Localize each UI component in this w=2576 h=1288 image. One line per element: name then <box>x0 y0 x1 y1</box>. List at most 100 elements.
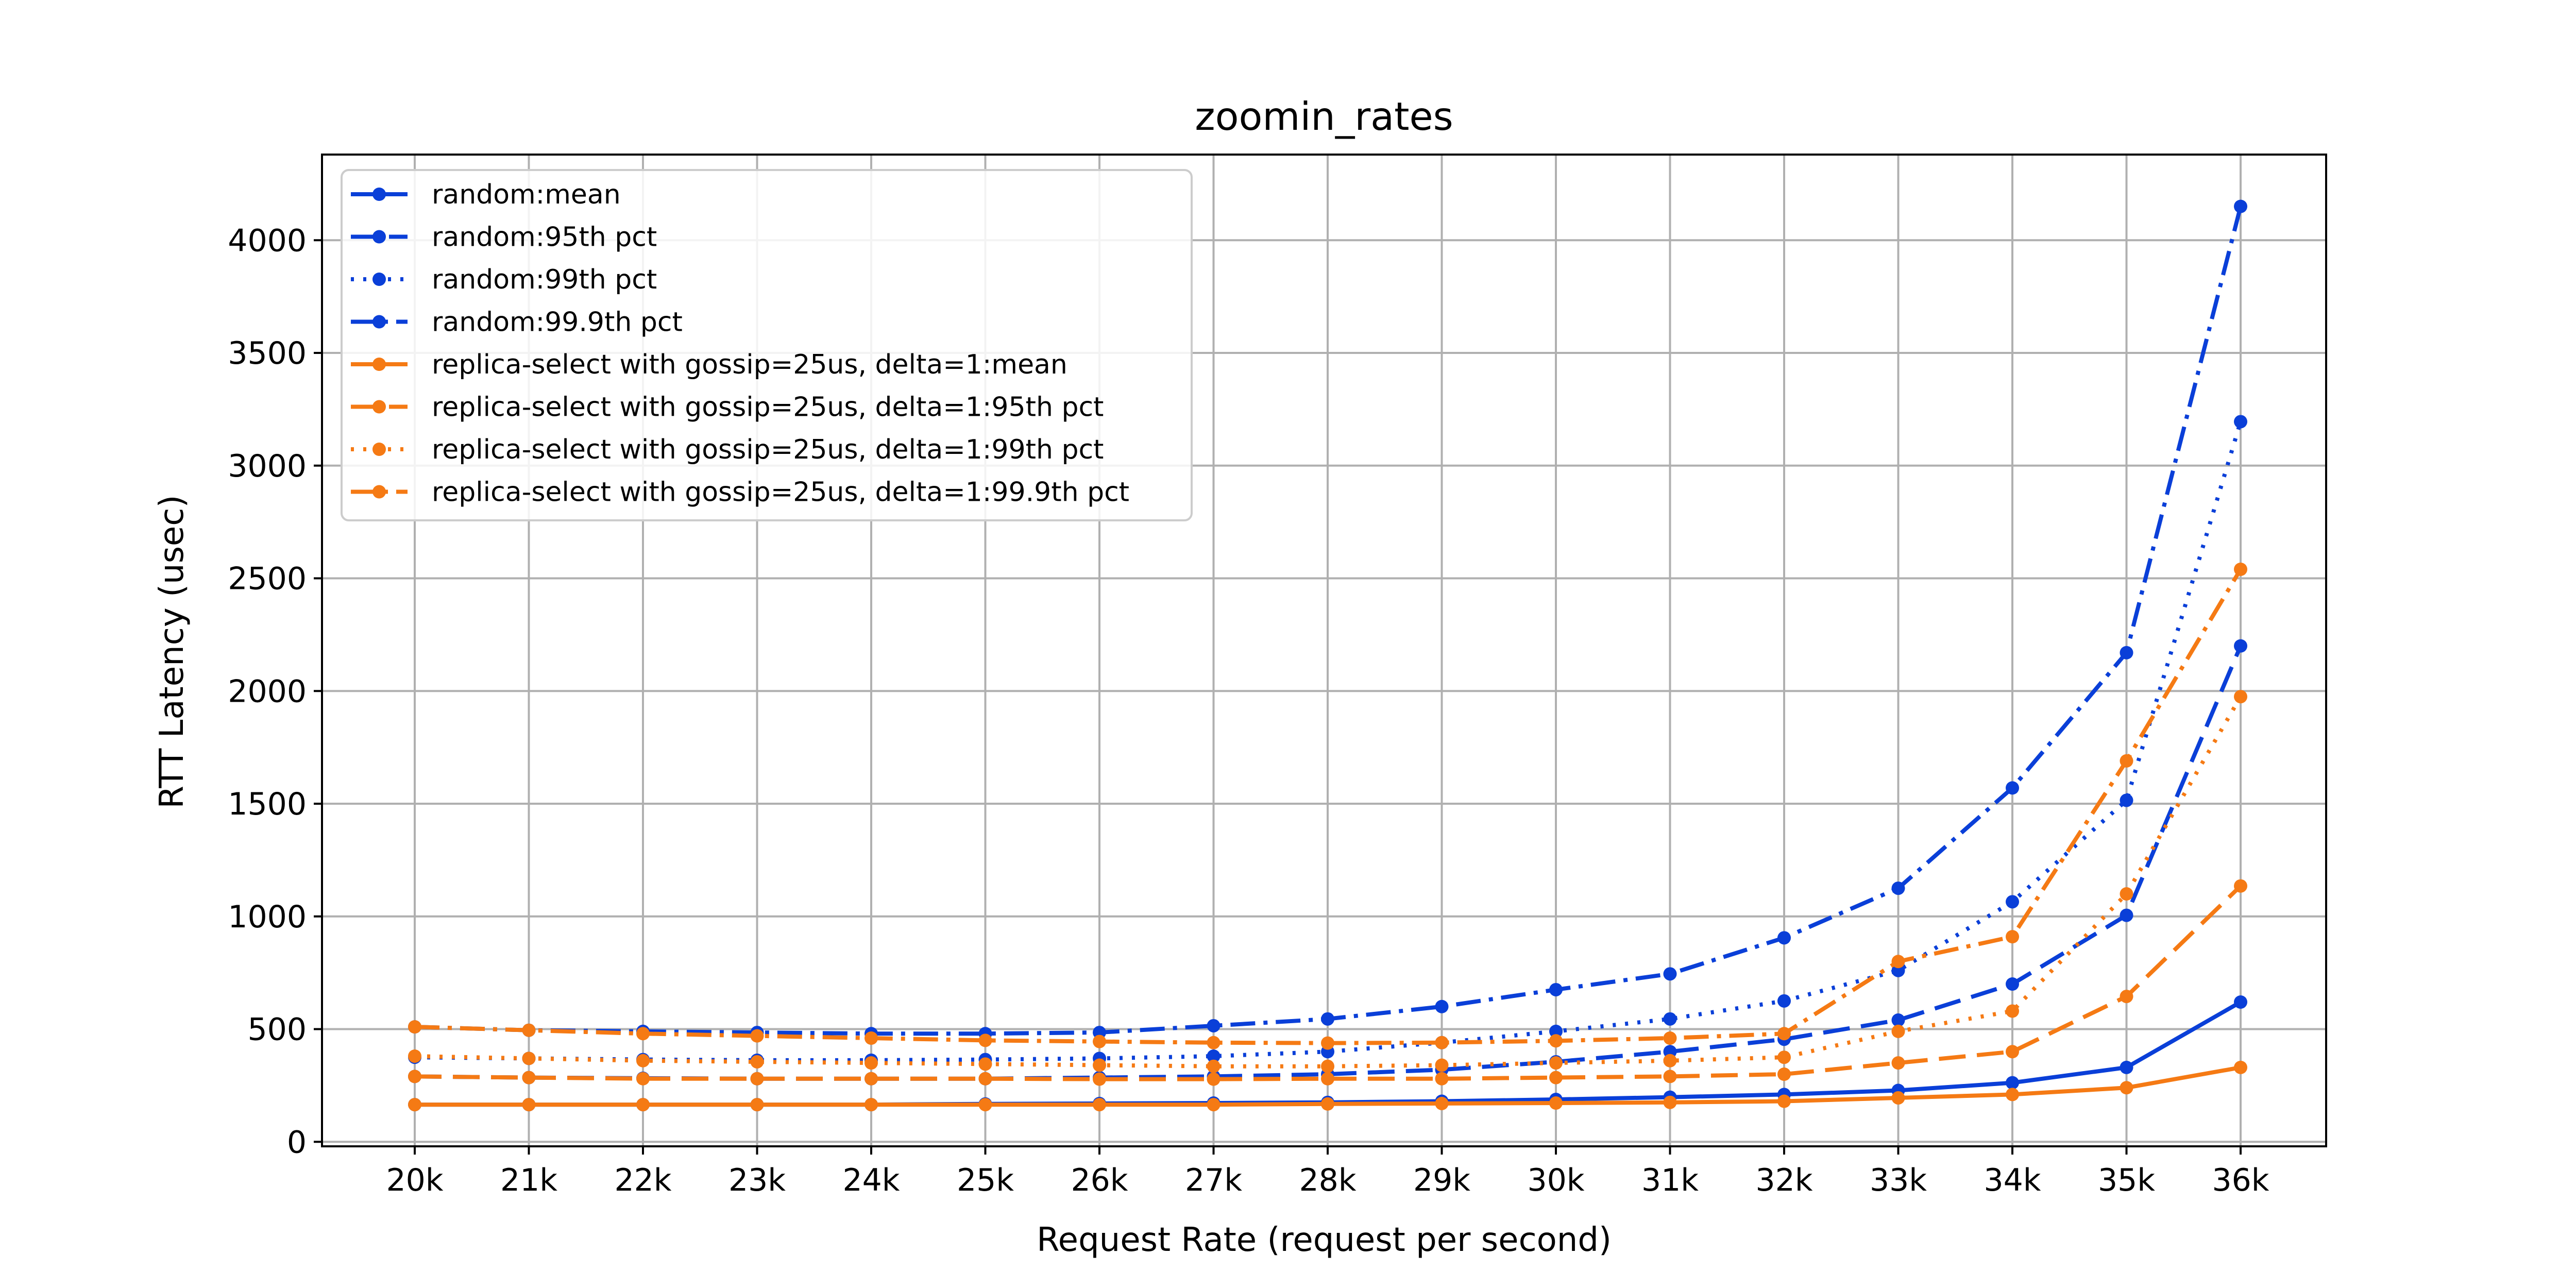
data-point <box>750 1029 764 1043</box>
data-point <box>2006 1076 2019 1090</box>
data-point <box>2006 1004 2019 1018</box>
data-point <box>2120 908 2133 922</box>
data-point <box>1891 955 1905 969</box>
data-point <box>2006 1088 2019 1101</box>
x-axis: 20k 21k 22k 23k 24k 25k 26k 27k 28k 29k 30k 31k 32k 3… <box>386 1146 2269 1198</box>
x-tick-label: 25k <box>957 1162 1014 1198</box>
y-tick-label: 2000 <box>228 673 307 709</box>
data-point <box>1435 1072 1449 1086</box>
data-point <box>636 1054 650 1067</box>
legend-item: replica-select with gossip=25us, delta=1… <box>351 349 1067 380</box>
y-tick-label: 3500 <box>228 335 307 371</box>
data-point <box>1321 1059 1334 1073</box>
x-tick-label: 35k <box>2098 1162 2155 1198</box>
legend-label: random:mean <box>432 179 621 210</box>
data-point <box>522 1023 536 1037</box>
data-point <box>1549 982 1563 996</box>
legend-marker <box>372 230 386 244</box>
data-point <box>1321 1097 1334 1111</box>
x-tick-label: 26k <box>1071 1162 1128 1198</box>
data-point <box>865 1098 878 1112</box>
data-point <box>2006 1045 2019 1059</box>
data-point <box>1207 1072 1221 1086</box>
x-tick-label: 21k <box>500 1162 557 1198</box>
data-point <box>2234 563 2247 576</box>
data-point <box>1093 1058 1106 1072</box>
legend-item: random:99.9th pct <box>351 307 683 338</box>
data-point <box>2120 1081 2133 1095</box>
legend: random:mean random:95th pct random:99th pc… <box>341 169 1193 521</box>
data-point <box>1663 1070 1677 1083</box>
x-tick-label: 27k <box>1185 1162 1242 1198</box>
data-point <box>1549 1024 1563 1038</box>
legend-item: random:mean <box>351 179 621 210</box>
legend-marker <box>372 443 386 456</box>
data-point <box>2006 895 2019 909</box>
data-point <box>2120 646 2133 659</box>
data-point <box>1663 1095 1677 1109</box>
x-tick-label: 23k <box>728 1162 786 1198</box>
legend-marker <box>372 485 386 499</box>
data-point <box>2006 781 2019 795</box>
data-point <box>636 1072 650 1086</box>
data-point <box>1093 1072 1106 1086</box>
legend-marker <box>372 273 386 286</box>
data-point <box>1435 1058 1449 1072</box>
y-tick-label: 1500 <box>228 786 307 822</box>
x-tick-label: 28k <box>1299 1162 1356 1198</box>
data-point <box>522 1052 536 1065</box>
data-point <box>1777 1050 1791 1064</box>
data-point <box>1549 1034 1563 1048</box>
data-point <box>2120 887 2133 901</box>
series-layer <box>408 199 2247 1112</box>
data-point <box>1435 1036 1449 1049</box>
data-point <box>2120 754 2133 768</box>
data-point <box>1321 1012 1334 1026</box>
data-point <box>408 1020 421 1034</box>
data-point <box>2120 793 2133 807</box>
series-6 <box>408 879 2247 1086</box>
data-point <box>1435 999 1449 1013</box>
data-point <box>865 1072 878 1086</box>
y-tick-label: 0 <box>287 1124 307 1160</box>
data-point <box>1207 1036 1221 1049</box>
x-tick-label: 29k <box>1413 1162 1470 1198</box>
data-point <box>1207 1049 1221 1063</box>
x-tick-label: 33k <box>1870 1162 1927 1198</box>
data-point <box>978 1057 992 1071</box>
series-7 <box>408 690 2247 1073</box>
data-point <box>1891 1091 1905 1105</box>
x-tick-label: 22k <box>614 1162 671 1198</box>
data-point <box>1549 1071 1563 1084</box>
legend-label: replica-select with gossip=25us, delta=1… <box>432 434 1104 465</box>
legend-item: random:99th pct <box>351 264 657 295</box>
x-tick-label: 30k <box>1527 1162 1584 1198</box>
legend-item: replica-select with gossip=25us, delta=1… <box>351 392 1104 423</box>
data-point <box>2006 977 2019 991</box>
data-point <box>1093 1098 1106 1112</box>
data-point <box>1549 1096 1563 1110</box>
data-point <box>1663 1031 1677 1045</box>
x-tick-label: 20k <box>386 1162 443 1198</box>
series-5 <box>408 1060 2247 1112</box>
data-point <box>978 1072 992 1086</box>
y-axis-label: RTT Latency (usec) <box>153 495 191 809</box>
legend-label: random:99th pct <box>432 264 657 295</box>
y-tick-label: 2500 <box>228 561 307 597</box>
data-point <box>1777 1094 1791 1108</box>
data-point <box>408 1098 421 1112</box>
legend-label: replica-select with gossip=25us, delta=1… <box>432 349 1067 380</box>
data-point <box>1663 1054 1677 1067</box>
data-point <box>636 1098 650 1112</box>
data-point <box>1321 1036 1334 1050</box>
data-point <box>1549 1056 1563 1070</box>
data-point <box>1207 1059 1221 1073</box>
x-tick-label: 31k <box>1641 1162 1699 1198</box>
data-point <box>1891 882 1905 895</box>
data-point <box>2234 199 2247 213</box>
data-point <box>750 1098 764 1112</box>
data-point <box>750 1055 764 1069</box>
series-line <box>414 645 2243 1081</box>
x-axis-label: Request Rate (request per second) <box>1037 1221 1612 1259</box>
